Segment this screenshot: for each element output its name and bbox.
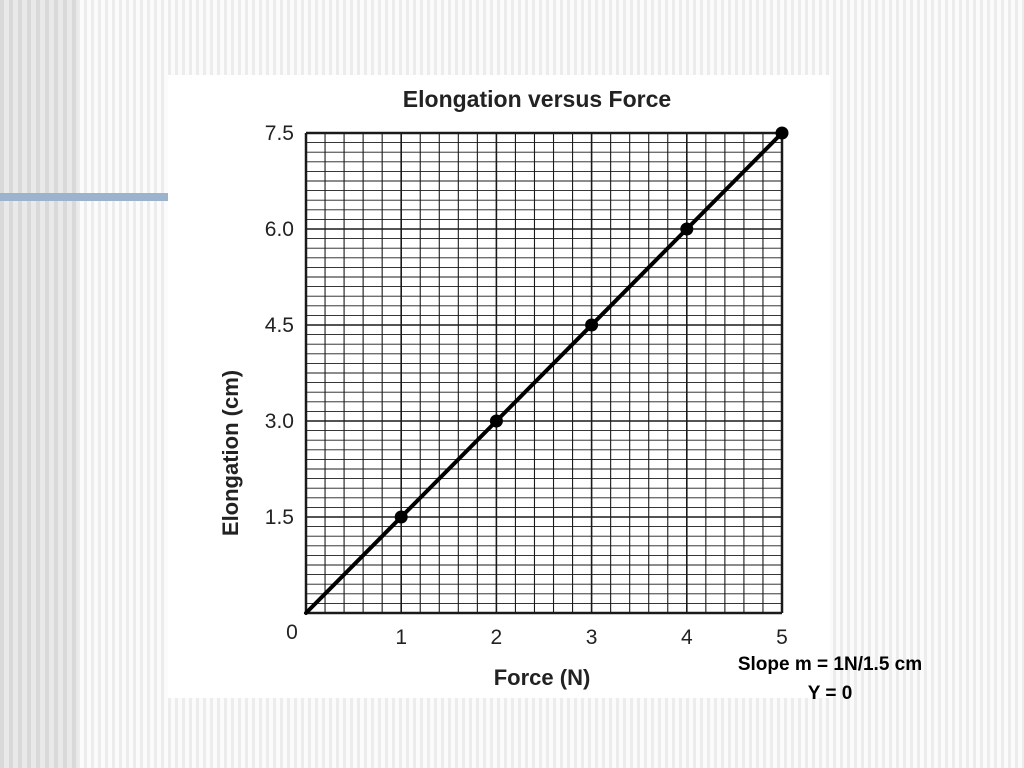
x-tick-label: 5	[776, 626, 788, 649]
data-point	[775, 126, 789, 140]
accent-divider-line	[0, 193, 168, 201]
y-tick-label: 4.5	[265, 314, 294, 337]
x-tick-label: 1	[395, 626, 407, 649]
data-point	[394, 510, 408, 524]
chart-panel: Elongation versus Force 0 1 2 3 4 5 1.5 3.0 4.5 6…	[168, 75, 830, 698]
x-tick-label: 0	[286, 621, 298, 644]
slope-annotation-line2: Y = 0	[807, 683, 853, 704]
fit-line-layer	[304, 131, 784, 615]
fit-line	[304, 131, 784, 615]
slope-annotation-line1: Slope m = 1N/1.5 cm	[737, 654, 923, 675]
grid	[304, 131, 784, 615]
slope-annotation: Slope m = 1N/1.5 cm Y = 0	[700, 650, 960, 708]
y-tick-label: 7.5	[265, 122, 294, 145]
tick-labels: 0 1 2 3 4 5 1.5 3.0 4.5 6.0 7.5	[265, 122, 788, 649]
data-point	[585, 318, 599, 332]
background-stripe-band	[0, 0, 78, 768]
x-tick-label: 3	[586, 626, 598, 649]
data-point	[680, 222, 694, 236]
data-point	[489, 414, 503, 428]
x-tick-label: 2	[491, 626, 503, 649]
x-tick-label: 4	[681, 626, 693, 649]
y-axis-label: Elongation (cm)	[218, 370, 243, 536]
x-axis-label: Force (N)	[494, 665, 591, 690]
y-tick-label: 3.0	[265, 410, 294, 433]
data-points	[394, 126, 789, 524]
y-tick-label: 6.0	[265, 218, 294, 241]
elongation-force-chart: Elongation versus Force 0 1 2 3 4 5 1.5 3.0 4.5 6…	[218, 86, 789, 690]
chart-title: Elongation versus Force	[403, 86, 671, 112]
y-tick-label: 1.5	[265, 506, 294, 529]
